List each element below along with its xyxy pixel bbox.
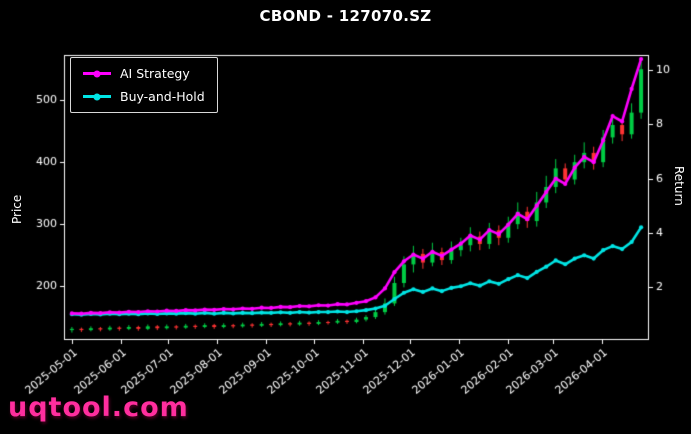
legend-item-ai-strategy: AI Strategy bbox=[83, 66, 205, 81]
legend-label-ai-strategy: AI Strategy bbox=[120, 66, 190, 81]
watermark: uqtool.com bbox=[8, 392, 189, 423]
legend-label-buy-and-hold: Buy-and-Hold bbox=[120, 89, 205, 104]
y-axis-label-price: Price bbox=[10, 194, 24, 224]
chart-title: CBOND - 127070.SZ bbox=[259, 7, 432, 25]
buy-and-hold-line-swatch bbox=[83, 93, 111, 100]
y-axis-label-return: Return bbox=[672, 166, 686, 206]
legend: AI Strategy Buy-and-Hold bbox=[70, 57, 218, 113]
legend-item-buy-and-hold: Buy-and-Hold bbox=[83, 89, 205, 104]
ai-strategy-line-swatch bbox=[83, 70, 111, 77]
